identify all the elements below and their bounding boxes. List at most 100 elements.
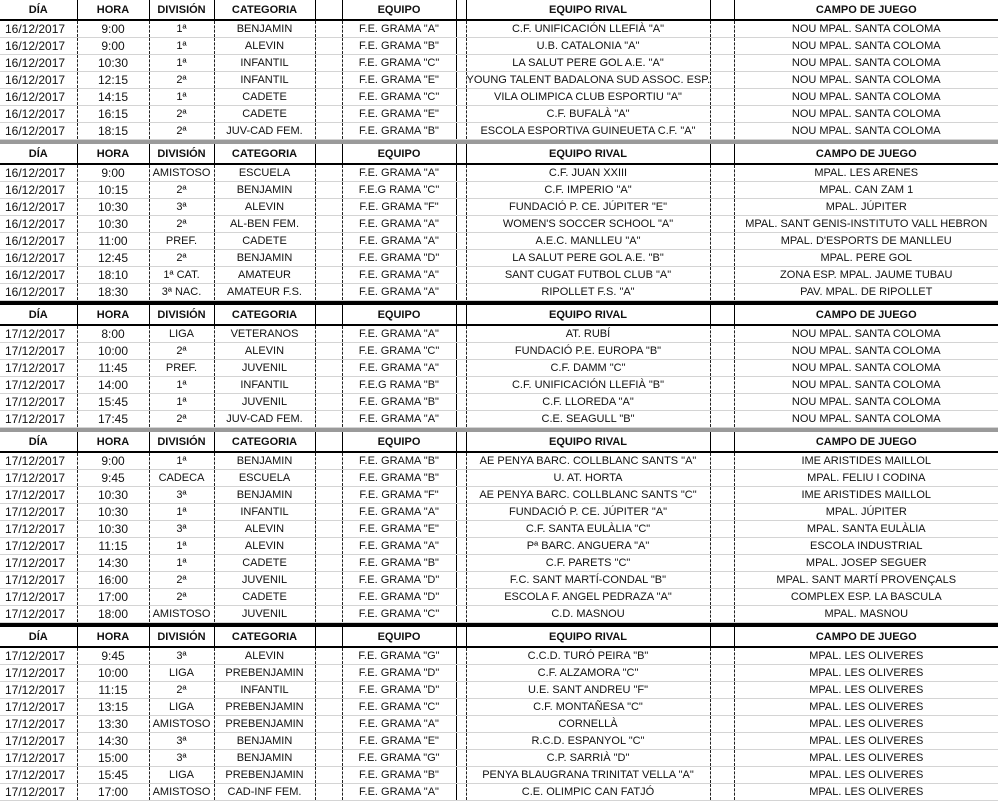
cell-date[interactable]: 17/12/2017 xyxy=(0,376,77,394)
cell-venue[interactable]: ESCOLA INDUSTRIAL xyxy=(733,537,998,555)
blank-cell[interactable] xyxy=(314,451,342,470)
cell-time[interactable]: 10:30 xyxy=(76,54,149,72)
blank-cell[interactable] xyxy=(709,359,734,377)
cell-team[interactable]: F.E. GRAMA "B" xyxy=(341,554,456,572)
blank-cell[interactable] xyxy=(455,664,466,682)
blank-cell[interactable] xyxy=(455,266,466,284)
cell-category[interactable]: JUV-CAD FEM. xyxy=(213,122,315,140)
cell-division[interactable]: 2ª xyxy=(148,249,214,267)
cell-venue[interactable]: MPAL. LES OLIVERES xyxy=(733,715,998,733)
cell-time[interactable]: 18:30 xyxy=(76,283,149,301)
blank-cell[interactable] xyxy=(314,554,342,572)
cell-category[interactable]: BENJAMIN xyxy=(213,20,315,38)
cell-venue[interactable]: MPAL. D'ESPORTS DE MANLLEU xyxy=(733,232,998,250)
blank-cell[interactable] xyxy=(455,122,466,140)
blank-cell[interactable] xyxy=(709,324,734,343)
cell-rival-team[interactable]: ESCOLA ESPORTIVA GUINEUETA C.F. "A" xyxy=(465,122,710,140)
blank-cell[interactable] xyxy=(455,376,466,394)
blank-cell[interactable] xyxy=(455,554,466,572)
cell-rival-team[interactable]: C.F. UNIFICACIÓN LLEFIÀ "B" xyxy=(465,376,710,394)
blank-cell[interactable] xyxy=(709,88,734,106)
blank-cell[interactable] xyxy=(709,698,734,716)
blank-cell[interactable] xyxy=(709,163,734,182)
blank-cell[interactable] xyxy=(455,393,466,411)
cell-venue[interactable]: NOU MPAL. SANTA COLOMA xyxy=(733,359,998,377)
cell-division[interactable]: CADECA xyxy=(148,469,214,487)
cell-category[interactable]: CADETE xyxy=(213,88,315,106)
cell-time[interactable]: 9:00 xyxy=(76,452,149,470)
cell-rival-team[interactable]: U.E. SANT ANDREU "F" xyxy=(465,681,710,699)
cell-team[interactable]: F.E. GRAMA "A" xyxy=(341,410,456,428)
blank-cell[interactable] xyxy=(314,359,342,377)
blank-cell[interactable] xyxy=(314,393,342,411)
blank-cell[interactable] xyxy=(455,215,466,233)
cell-date[interactable]: 16/12/2017 xyxy=(0,54,77,72)
cell-rival-team[interactable]: C.F. PARETS "C" xyxy=(465,554,710,572)
cell-category[interactable]: PREBENJAMIN xyxy=(213,766,315,784)
blank-cell[interactable] xyxy=(314,88,342,106)
cell-team[interactable]: F.E.G RAMA "B" xyxy=(341,376,456,394)
cell-venue[interactable]: MPAL. LES OLIVERES xyxy=(733,698,998,716)
blank-cell[interactable] xyxy=(314,681,342,699)
blank-cell[interactable] xyxy=(455,503,466,521)
blank-cell[interactable] xyxy=(455,105,466,123)
blank-cell[interactable] xyxy=(455,588,466,606)
cell-category[interactable]: JUV-CAD FEM. xyxy=(213,410,315,428)
blank-cell[interactable] xyxy=(709,451,734,470)
blank-cell[interactable] xyxy=(455,605,466,623)
cell-time[interactable]: 14:15 xyxy=(76,88,149,106)
cell-division[interactable]: 3ª NAC. xyxy=(148,283,214,301)
cell-date[interactable]: 17/12/2017 xyxy=(0,588,77,606)
cell-category[interactable]: PREBENJAMIN xyxy=(213,698,315,716)
cell-rival-team[interactable]: U. AT. HORTA xyxy=(465,469,710,487)
blank-cell[interactable] xyxy=(455,469,466,487)
cell-date[interactable]: 17/12/2017 xyxy=(0,766,77,784)
blank-cell[interactable] xyxy=(709,766,734,784)
cell-team[interactable]: F.E. GRAMA "A" xyxy=(341,537,456,555)
blank-cell[interactable] xyxy=(709,520,734,538)
cell-venue[interactable]: NOU MPAL. SANTA COLOMA xyxy=(733,54,998,72)
blank-cell[interactable] xyxy=(455,681,466,699)
blank-cell[interactable] xyxy=(709,715,734,733)
blank-cell[interactable] xyxy=(709,232,734,250)
blank-cell[interactable] xyxy=(314,198,342,216)
blank-cell[interactable] xyxy=(709,393,734,411)
cell-category[interactable]: BENJAMIN xyxy=(213,181,315,199)
cell-team[interactable]: F.E. GRAMA "D" xyxy=(341,571,456,589)
cell-category[interactable]: INFANTIL xyxy=(213,376,315,394)
cell-division[interactable]: LIGA xyxy=(148,698,214,716)
cell-team[interactable]: F.E. GRAMA "B" xyxy=(341,393,456,411)
cell-rival-team[interactable]: C.F. IMPERIO "A" xyxy=(465,181,710,199)
cell-division[interactable]: LIGA xyxy=(148,766,214,784)
cell-time[interactable]: 11:00 xyxy=(76,232,149,250)
cell-time[interactable]: 17:00 xyxy=(76,783,149,801)
cell-date[interactable]: 17/12/2017 xyxy=(0,393,77,411)
cell-date[interactable]: 17/12/2017 xyxy=(0,503,77,521)
cell-team[interactable]: F.E. GRAMA "A" xyxy=(341,715,456,733)
cell-time[interactable]: 8:00 xyxy=(76,325,149,343)
cell-category[interactable]: AL-BEN FEM. xyxy=(213,215,315,233)
cell-rival-team[interactable]: ESCOLA F. ANGEL PEDRAZA "A" xyxy=(465,588,710,606)
cell-venue[interactable]: MPAL. SANT GENIS-INSTITUTO VALL HEBRON xyxy=(733,215,998,233)
cell-category[interactable]: AMATEUR xyxy=(213,266,315,284)
blank-cell[interactable] xyxy=(455,54,466,72)
cell-time[interactable]: 14:30 xyxy=(76,554,149,572)
blank-cell[interactable] xyxy=(314,410,342,428)
blank-cell[interactable] xyxy=(314,215,342,233)
blank-cell[interactable] xyxy=(314,503,342,521)
cell-division[interactable]: 1ª xyxy=(148,88,214,106)
blank-cell[interactable] xyxy=(455,783,466,801)
cell-division[interactable]: 2ª xyxy=(148,181,214,199)
cell-division[interactable]: 1ª xyxy=(148,452,214,470)
blank-cell[interactable] xyxy=(709,105,734,123)
cell-time[interactable]: 18:00 xyxy=(76,605,149,623)
cell-team[interactable]: F.E. GRAMA "B" xyxy=(341,469,456,487)
blank-cell[interactable] xyxy=(314,376,342,394)
cell-rival-team[interactable]: R.C.D. ESPANYOL "C" xyxy=(465,732,710,750)
cell-date[interactable]: 16/12/2017 xyxy=(0,215,77,233)
blank-cell[interactable] xyxy=(314,324,342,343)
blank-cell[interactable] xyxy=(314,766,342,784)
cell-venue[interactable]: NOU MPAL. SANTA COLOMA xyxy=(733,342,998,360)
cell-time[interactable]: 10:30 xyxy=(76,198,149,216)
cell-category[interactable]: INFANTIL xyxy=(213,71,315,89)
